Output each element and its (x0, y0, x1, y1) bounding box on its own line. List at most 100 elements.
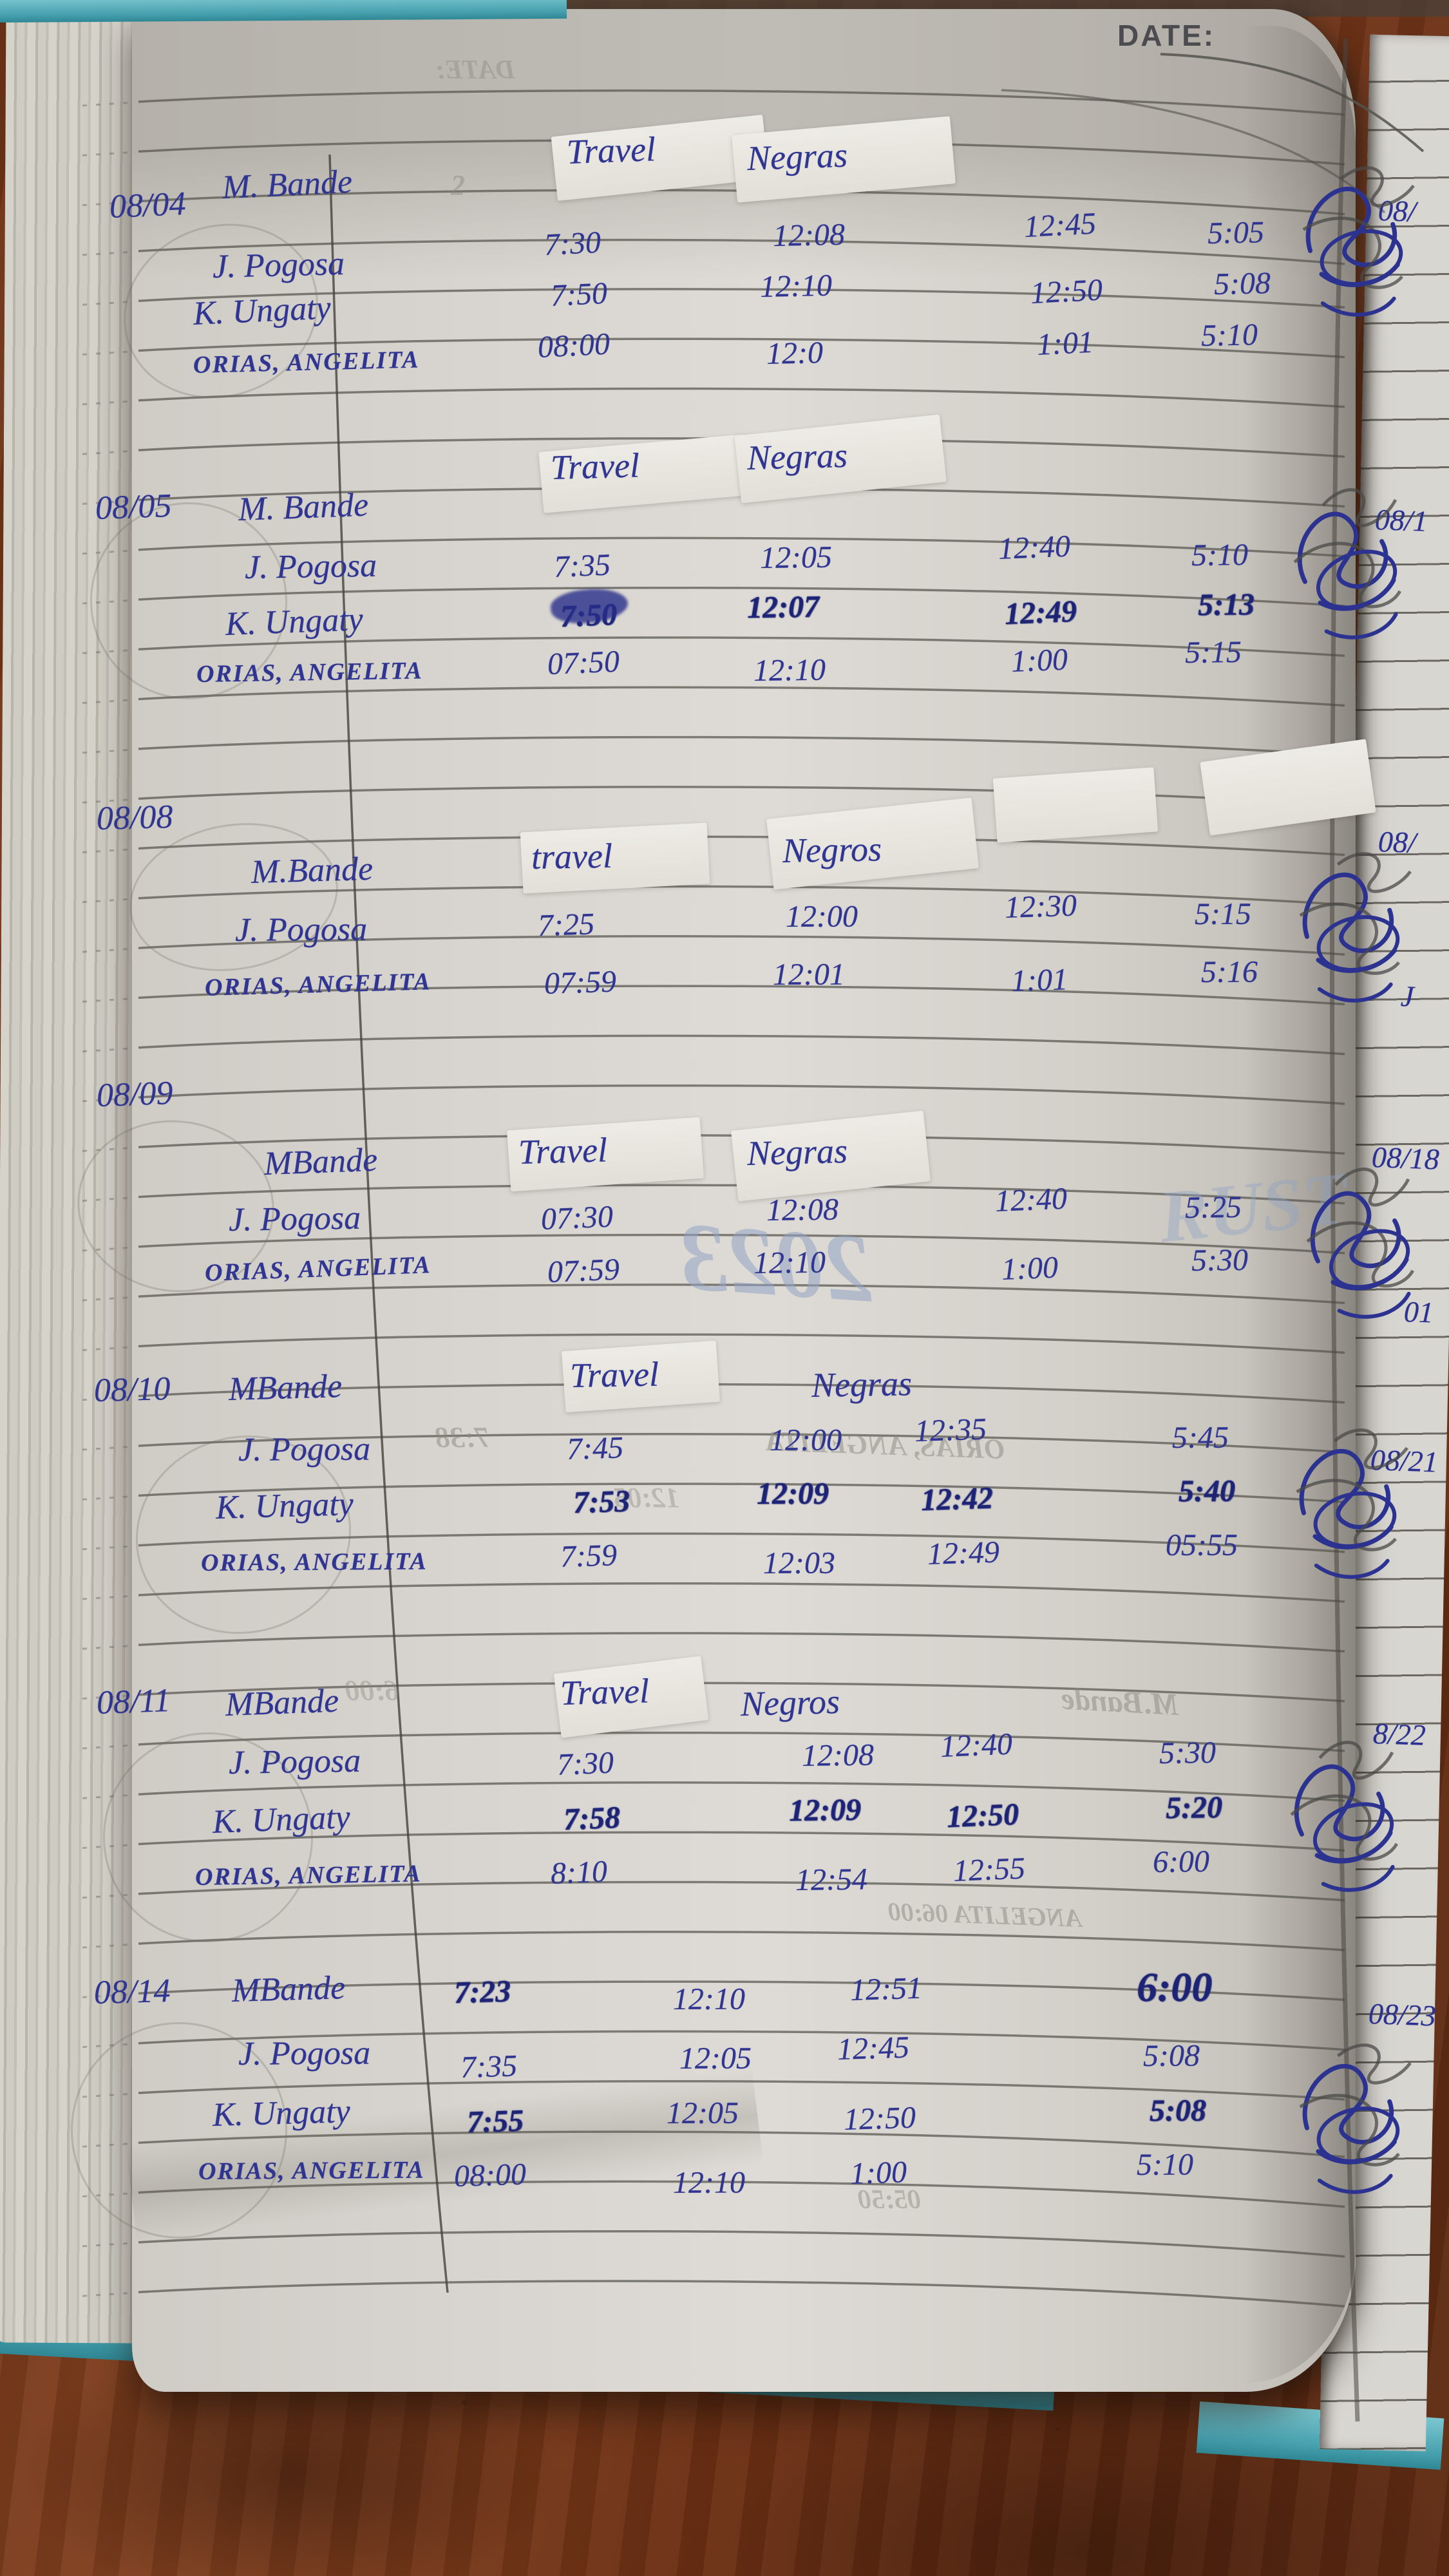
handwritten-time: 1:01 (1010, 962, 1068, 998)
handwritten-time: 12:09 (756, 1476, 829, 1511)
handwritten-time: 08:00 (453, 2157, 527, 2193)
signature-scribble (1278, 832, 1439, 1035)
signature-scribble (1272, 466, 1439, 674)
bleedthrough-text: M.Bande (1060, 1681, 1180, 1722)
handwritten-name: J. Pogosa (238, 1430, 371, 1468)
handwritten-time: 12:35 (914, 1412, 987, 1448)
handwritten-time: 12:49 (1003, 594, 1077, 631)
ruled-line (1330, 38, 1360, 2422)
handwritten-time: 12:45 (1023, 206, 1097, 244)
handwritten-time: 12:40 (997, 529, 1071, 566)
handwritten-time: 5:08 (1213, 266, 1271, 301)
handwritten-time: 5:08 (1149, 2093, 1207, 2128)
handwritten-time: 7:55 (466, 2103, 524, 2139)
handwritten-time: 12:09 (788, 1792, 862, 1828)
handwritten-time: 12:30 (1004, 888, 1077, 925)
handwritten-time: 12:54 (795, 1862, 868, 1897)
handwritten-column-header: Travel (565, 129, 656, 171)
handwritten-name: ORIAS, ANGELITA (200, 1548, 428, 1577)
ruled-line (1160, 53, 1425, 153)
handwritten-time: 12:08 (772, 217, 846, 253)
handwritten-time: 12:45 (837, 2030, 910, 2067)
handwritten-time: 12:0 (766, 336, 824, 371)
handwritten-time: 5:20 (1165, 1790, 1223, 1825)
handwritten-time: 12:49 (927, 1535, 1000, 1571)
handwritten-time: 05:55 (1165, 1528, 1238, 1562)
handwritten-time: 12:50 (1029, 272, 1104, 310)
handwritten-name: M.Bande (251, 850, 374, 891)
handwritten-column-header: Travel (518, 1130, 608, 1171)
handwritten-time: 6:00 (1136, 1964, 1213, 2010)
handwritten-time: 12:10 (753, 652, 826, 688)
handwritten-time: 5:30 (1191, 1242, 1249, 1278)
handwritten-date: 08/09 (96, 1074, 174, 1114)
handwritten-time: 1:00 (1000, 1250, 1059, 1287)
handwritten-time: 12:00 (769, 1423, 842, 1457)
signature-scribble (1275, 1408, 1436, 1611)
handwritten-name: K. Ungaty (192, 289, 332, 332)
handwritten-time: 12:05 (679, 2041, 752, 2076)
signature-scribble (1285, 1146, 1449, 1353)
notebook-page (132, 9, 1356, 2392)
handwritten-time: 6:00 (1152, 1844, 1210, 1879)
handwritten-time: 5:15 (1194, 896, 1252, 931)
handwritten-time: 5:30 (1159, 1735, 1217, 1770)
handwritten-column-header: Travel (560, 1671, 650, 1712)
handwritten-time: 07:50 (546, 644, 620, 681)
handwritten-time: 07:30 (540, 1199, 614, 1236)
handwritten-date: 08/08 (96, 798, 174, 837)
handwritten-name: MBande (231, 1969, 346, 2009)
handwritten-time: 12:01 (772, 957, 846, 992)
handwritten-name: ORIAS, ANGELITA (193, 346, 421, 379)
handwritten-time: 12:50 (843, 2100, 916, 2137)
signature-scribble (1282, 146, 1443, 349)
handwritten-column-header: Negras (811, 1364, 913, 1405)
signature-scribble (1278, 2023, 1439, 2226)
handwritten-time: 12:05 (666, 2096, 739, 2130)
handwritten-column-header: Travel (550, 446, 640, 487)
ruled-line (328, 154, 449, 2293)
handwritten-column-header: Negros (782, 829, 882, 870)
handwritten-time: 7:58 (562, 1800, 621, 1837)
handwritten-name: MBande (263, 1141, 379, 1182)
handwritten-time: 5:10 (1200, 317, 1258, 353)
handwritten-time: 7:45 (566, 1430, 624, 1466)
handwritten-column-header: Travel (569, 1354, 659, 1395)
handwritten-name: K. Ungaty (215, 1486, 354, 1526)
handwritten-time: 12:03 (762, 1546, 836, 1580)
handwritten-time: 5:25 (1184, 1189, 1242, 1225)
handwritten-name: J. Pogosa (212, 245, 345, 285)
handwritten-time: 5:16 (1200, 954, 1258, 989)
handwritten-name: M. Bande (221, 163, 354, 206)
handwritten-time: 12:10 (672, 1982, 746, 2016)
handwritten-time: 12:40 (994, 1181, 1068, 1218)
handwritten-date: 08/11 (96, 1682, 171, 1721)
handwritten-name: K. Ungaty (211, 1799, 351, 1841)
adjacent-page-date: 08/23 (1368, 1997, 1437, 2032)
handwritten-time: 1:00 (849, 2155, 907, 2191)
signature-scribble (1269, 1719, 1436, 1926)
handwritten-time: 7:30 (543, 225, 602, 262)
handwritten-time: 7:25 (537, 907, 595, 943)
handwritten-name: MBande (224, 1682, 340, 1723)
handwritten-date: 08/04 (108, 185, 187, 225)
handwritten-time: 7:59 (560, 1538, 618, 1574)
handwritten-time: 1:00 (1010, 642, 1068, 679)
handwritten-date: 08/05 (95, 487, 173, 527)
handwritten-name: MBande (228, 1368, 343, 1408)
handwritten-name: J. Pogosa (244, 547, 377, 586)
handwritten-time: 12:08 (801, 1738, 875, 1773)
handwritten-time: 12:08 (766, 1192, 839, 1227)
handwritten-name: ORIAS, ANGELITA (196, 657, 423, 688)
handwritten-time: 5:08 (1142, 2038, 1200, 2073)
handwritten-time: 12:07 (746, 589, 820, 625)
handwritten-name: M. Bande (237, 486, 370, 528)
handwritten-name: J. Pogosa (238, 2034, 371, 2072)
handwritten-time: 12:10 (753, 1245, 826, 1280)
handwritten-column-header: Negras (746, 135, 848, 178)
handwritten-column-header: Negros (740, 1681, 840, 1723)
handwritten-time: 12:55 (952, 1851, 1026, 1888)
handwritten-time: 08:00 (536, 327, 611, 365)
handwritten-time: 5:40 (1178, 1473, 1236, 1508)
